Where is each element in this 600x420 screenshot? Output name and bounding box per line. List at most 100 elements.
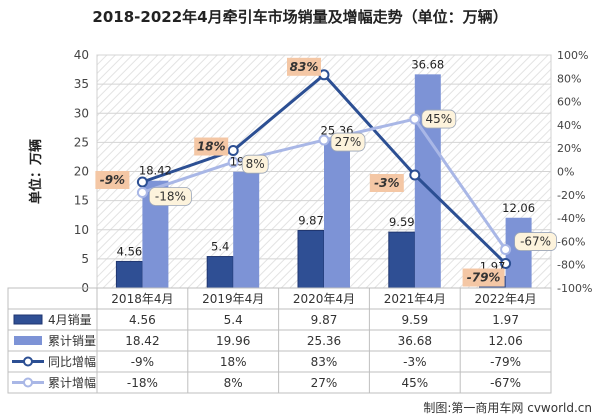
x-category-label: 2021年4月 <box>384 292 446 306</box>
line-value-label: 8% <box>246 157 265 171</box>
legend-key-marker <box>23 377 33 388</box>
bar-monthly <box>206 256 234 289</box>
table-cell: 9.87 <box>311 313 338 327</box>
line-label-box <box>462 268 505 287</box>
x-category-label: 2020年4月 <box>293 292 355 306</box>
legend-key-monthly <box>13 314 43 325</box>
x-category-label: 2019年4月 <box>202 292 264 306</box>
bar-cumulative <box>324 140 350 288</box>
line-label-box <box>287 57 321 76</box>
table-cell: 18% <box>220 355 247 369</box>
y-tick-label: 25 <box>74 135 89 149</box>
table-cell: -67% <box>490 376 521 390</box>
table-cell: 19.96 <box>216 334 250 348</box>
y-tick-label: 10 <box>74 223 89 237</box>
legend-key-marker <box>23 356 33 367</box>
y2-tick-label: -60% <box>557 235 585 248</box>
y2-tick-label: 60% <box>557 96 581 109</box>
line-label-box <box>369 173 404 192</box>
table-cell: 8% <box>224 376 243 390</box>
line-value-label: -9% <box>100 173 125 187</box>
legend-label: 4月销量 <box>48 313 92 327</box>
table-cell: 45% <box>401 376 428 390</box>
y-axis-title: 单位：万辆 <box>28 139 44 204</box>
table-cell: 18.42 <box>125 334 159 348</box>
line-label-box <box>194 137 229 156</box>
table-cell: 83% <box>311 355 338 369</box>
table-cell: -79% <box>490 355 521 369</box>
y2-tick-label: -40% <box>557 212 585 225</box>
x-category-label: 2022年4月 <box>475 292 537 306</box>
line-point <box>500 258 512 270</box>
y2-tick-label: -100% <box>557 282 592 295</box>
line-point <box>227 156 239 168</box>
legend-key-cumulative <box>14 336 42 345</box>
bar-value-label: 9.59 <box>389 215 415 229</box>
line-value-label: -3% <box>374 176 399 190</box>
y-tick-label: 30 <box>74 106 89 120</box>
table-cell: 4.56 <box>129 313 156 327</box>
legend-label: 累计销量 <box>48 334 96 348</box>
line-point <box>409 169 421 181</box>
legend-label: 累计增幅 <box>48 375 96 390</box>
bar-value-label: 9.87 <box>298 214 324 228</box>
line-value-label: -67% <box>520 235 551 249</box>
chart-credit: 制图:第一商用车网 cvworld.cn <box>423 401 592 415</box>
legend-label: 同比增幅 <box>48 354 96 369</box>
bar-value-label: 4.56 <box>117 244 143 258</box>
line-value-label: 83% <box>290 60 319 74</box>
y2-tick-label: 40% <box>557 119 581 132</box>
line-label-box <box>241 154 269 174</box>
line-point <box>136 186 148 198</box>
line-point <box>227 145 239 157</box>
bar-cumulative <box>414 74 441 289</box>
bar-value-label: 12.06 <box>502 201 535 215</box>
line-label-box <box>514 232 557 251</box>
y2-tick-label: -80% <box>557 259 585 272</box>
x-category-label: 2018年4月 <box>111 292 173 306</box>
y2-tick-label: 80% <box>557 72 581 85</box>
table-cell: 27% <box>311 376 338 390</box>
table-cell: 9.59 <box>401 313 428 327</box>
line-label-box <box>330 132 366 152</box>
line-value-label: 18% <box>197 140 226 154</box>
y-tick-label: 15 <box>74 194 89 208</box>
table-cell: 5.4 <box>224 313 243 327</box>
line-value-label: 45% <box>425 112 452 126</box>
table-cell: 25.36 <box>307 334 341 348</box>
bar-monthly <box>388 231 416 289</box>
y2-tick-label: 0% <box>557 166 574 179</box>
table-cell: -3% <box>403 355 426 369</box>
table-cell: -18% <box>127 376 158 390</box>
line-label-box <box>95 170 130 189</box>
line-point <box>318 134 330 146</box>
bar-monthly <box>297 230 325 289</box>
bar-cumulative <box>233 171 260 288</box>
y-tick-label: 20 <box>74 165 89 179</box>
y-tick-label: 35 <box>74 77 89 91</box>
line-value-label: -79% <box>467 271 501 285</box>
table-cell: 36.68 <box>398 334 432 348</box>
line-value-label: 27% <box>335 135 362 149</box>
y-tick-label: 40 <box>74 48 89 62</box>
table-cell: 12.06 <box>488 334 522 348</box>
y2-tick-label: -20% <box>557 189 585 202</box>
bar-value-label: 36.68 <box>411 57 444 71</box>
table-cell: 1.97 <box>492 313 519 327</box>
bar-value-label: 5.4 <box>211 240 229 254</box>
chart-title: 2018-2022年4月牵引车市场销量及增幅走势（单位：万辆） <box>92 8 507 26</box>
line-point <box>409 113 421 125</box>
line-label-box <box>148 187 192 206</box>
table-cell: -9% <box>131 355 154 369</box>
y2-tick-label: 20% <box>557 142 581 155</box>
line-point <box>136 176 148 188</box>
line-point <box>500 244 512 256</box>
line-value-label: -18% <box>155 189 186 203</box>
bar-value-label: 18.42 <box>139 164 172 178</box>
line-label-box <box>421 109 457 129</box>
bar-monthly <box>115 260 143 289</box>
y2-tick-label: 100% <box>557 49 588 62</box>
y-tick-label: 5 <box>81 252 89 266</box>
